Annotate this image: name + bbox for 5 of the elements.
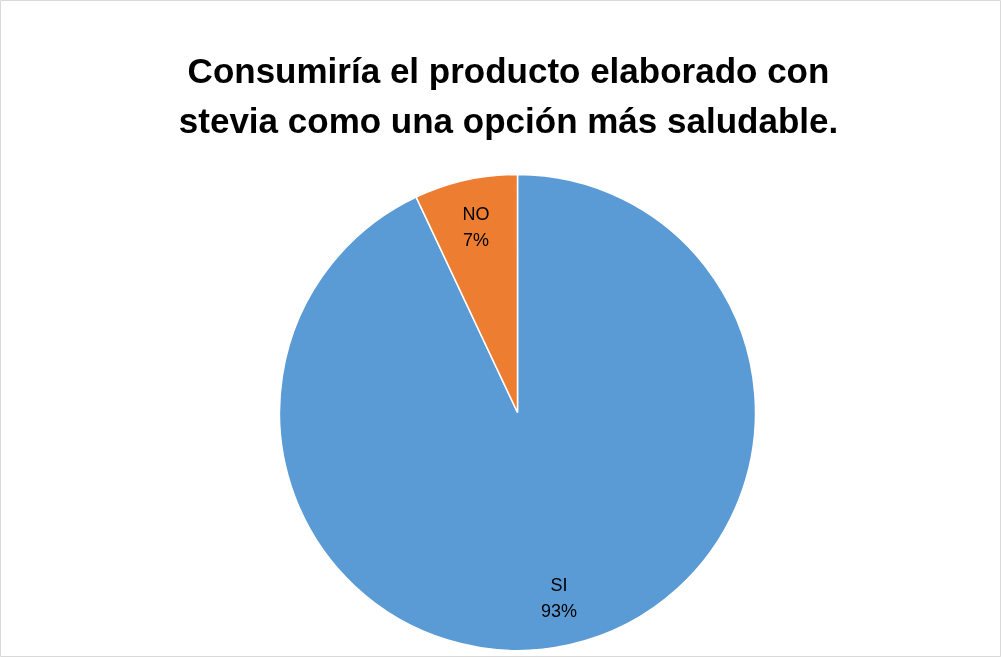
slice-label: SI — [550, 575, 568, 596]
data-label: 93% — [541, 601, 578, 622]
slice-label: NO — [462, 203, 490, 224]
chart-title: Consumiría el producto elaborado con stevia como una opción más saludable. — [178, 50, 839, 141]
data-label: 7% — [462, 229, 489, 250]
